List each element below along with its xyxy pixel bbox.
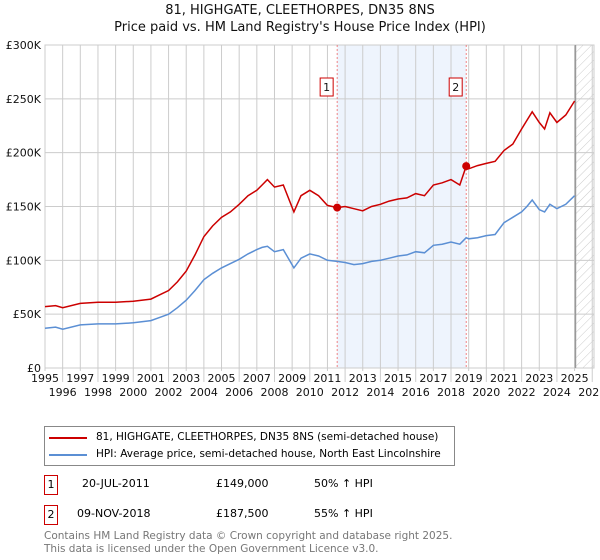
x-tick-label: 1996 [49,386,77,399]
legend-blue-line [49,453,87,456]
x-tick-label: 2015 [384,372,412,385]
transaction-date: 09-NOV-2018 [77,507,151,520]
x-tick-label: 2007 [243,372,271,385]
x-tick-label: 1995 [31,372,59,385]
x-tick-label: 2001 [137,372,165,385]
y-tick-label: £300K [6,39,42,52]
series-line-property [44,100,576,309]
transaction-price: £149,000 [216,477,269,490]
marker-badge [319,77,334,97]
x-tick-label: 2009 [278,372,306,385]
x-tick-label: 2006 [225,386,253,399]
marker-label: 1 [323,81,330,94]
x-tick-label: 2000 [119,386,147,399]
transaction-price: £187,500 [216,507,269,520]
transaction-badge: 1 [44,475,58,495]
footer-copyright: Contains HM Land Registry data © Crown c… [44,530,453,542]
footer-licence: This data is licensed under the Open Gov… [44,543,379,555]
marker-label: 2 [452,81,459,94]
x-tick-label: 2003 [172,372,200,385]
x-tick-label: 2002 [155,386,183,399]
x-tick-label: 2008 [260,386,288,399]
x-tick-label: 2004 [190,386,218,399]
x-tick-label: 2022 [508,386,536,399]
x-tick-label: 2010 [296,386,324,399]
x-tick-label: 2026 [578,386,600,399]
x-tick-label: 2018 [437,386,465,399]
y-tick-label: £100K [6,254,42,267]
x-tick-label: 2016 [402,386,430,399]
y-tick-label: £50K [13,308,42,321]
x-tick-label: 2021 [490,372,518,385]
x-tick-label: 1999 [102,372,130,385]
x-tick-label: 2020 [472,386,500,399]
transaction-badge: 2 [44,505,58,525]
legend-property: 81, HIGHGATE, CLEETHORPES, DN35 8NS (sem… [96,431,439,443]
transaction-hpi: 55% ↑ HPI [314,507,373,520]
chart-title: 81, HIGHGATE, CLEETHORPES, DN35 8NS [165,3,435,18]
x-tick-label: 2024 [543,386,571,399]
x-tick-label: 2017 [419,372,447,385]
x-tick-label: 1997 [66,372,94,385]
x-tick-label: 2023 [525,372,553,385]
x-tick-label: 2012 [331,386,359,399]
chart-subtitle: Price paid vs. HM Land Registry's House … [114,20,486,35]
y-tick-label: £250K [6,93,42,106]
plot-border [44,44,595,369]
x-tick-label: 2011 [313,372,341,385]
legend-hpi: HPI: Average price, semi-detached house,… [96,448,441,460]
y-tick-label: £150K [6,201,42,214]
x-tick-label: 1998 [84,386,112,399]
x-tick-label: 2019 [455,372,483,385]
transaction-date: 20-JUL-2011 [82,477,150,490]
sale-point [333,203,342,212]
transaction-hpi: 50% ↑ HPI [314,477,373,490]
chart: 1995199619971998199920002001200220032004… [6,39,600,399]
series-line-hpi [44,195,576,330]
y-tick-label: £0 [27,362,41,375]
transaction-row: 2 09-NOV-2018 £187,500 55% ↑ HPI [44,505,444,525]
legend: 81, HIGHGATE, CLEETHORPES, DN35 8NS (sem… [44,426,455,466]
y-tick-label: £200K [6,147,42,160]
legend-red-line [49,436,87,439]
transaction-row: 1 20-JUL-2011 £149,000 50% ↑ HPI [44,475,444,495]
x-tick-label: 2025 [561,372,589,385]
x-tick-label: 2013 [349,372,377,385]
x-tick-label: 2005 [208,372,236,385]
x-tick-label: 2014 [366,386,394,399]
marker-badge [448,77,463,97]
sale-point [462,162,471,171]
